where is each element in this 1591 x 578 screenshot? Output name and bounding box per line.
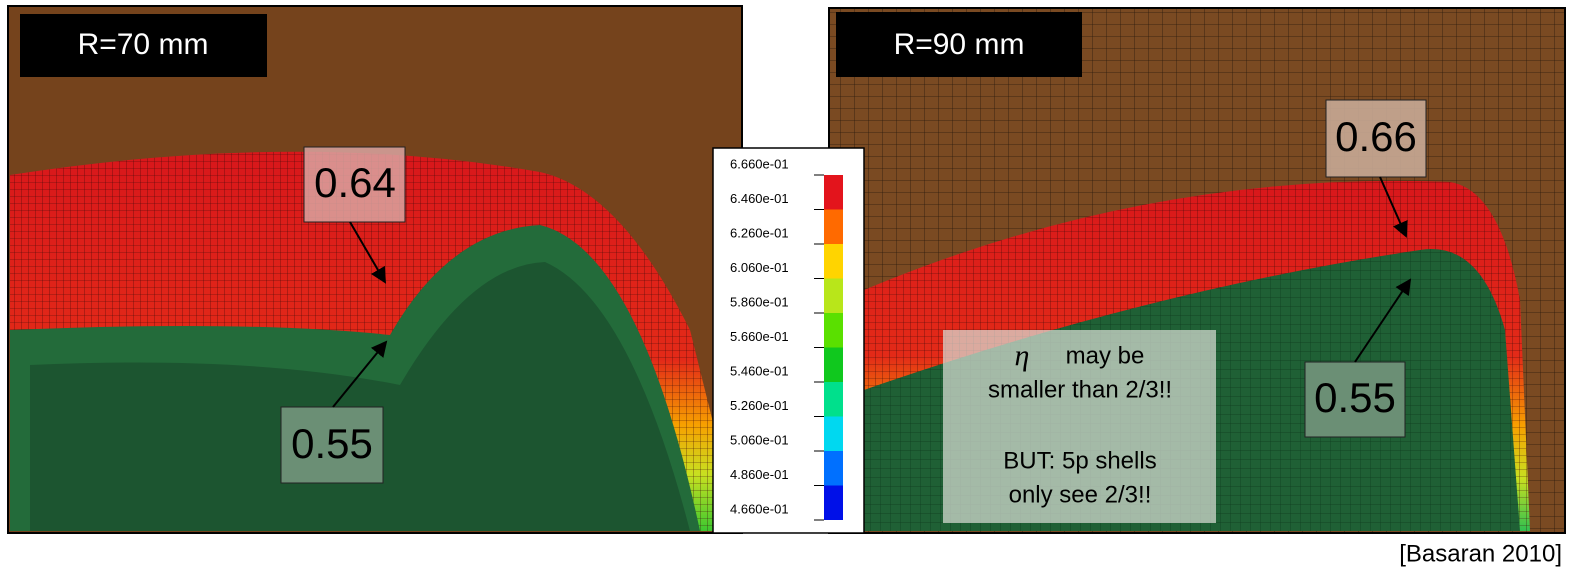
legend-swatch <box>824 417 843 452</box>
legend-label: 5.060e-01 <box>730 432 789 447</box>
legend-label: 4.860e-01 <box>730 467 789 482</box>
legend-swatch <box>824 486 843 521</box>
legend-label: 5.260e-01 <box>730 398 789 413</box>
legend-swatch <box>824 244 843 279</box>
legend-swatch <box>824 451 843 486</box>
panel-label: R=90 mm <box>894 28 1025 61</box>
legend-label: 6.660e-01 <box>730 156 789 171</box>
legend: 6.660e-01 6.460e-01 6.260e-01 6.060e-01 5.86… <box>713 148 864 533</box>
legend-label: 6.060e-01 <box>730 260 789 275</box>
legend-swatch <box>824 313 843 348</box>
legend-label: 5.660e-01 <box>730 329 789 344</box>
legend-swatch <box>824 348 843 383</box>
legend-swatch <box>824 210 843 245</box>
legend-swatch <box>824 382 843 417</box>
value-label: 0.66 <box>1335 113 1417 160</box>
legend-swatch <box>824 175 843 210</box>
note-text: smaller than 2/3!! <box>988 376 1172 403</box>
note-symbol: η <box>1015 339 1030 372</box>
value-label: 0.64 <box>314 159 396 206</box>
value-label: 0.55 <box>291 420 373 467</box>
right-panel: R=90 mm 0.66 0.55 η may be smaller than … <box>829 8 1565 533</box>
legend-label: 4.660e-01 <box>730 501 789 516</box>
note-text: may be <box>1066 342 1145 369</box>
left-panel: R=70 mm 0.64 0.55 <box>8 6 742 533</box>
figure: R=70 mm 0.64 0.55 R=90 mm 0.66 0.55 η ma… <box>0 0 1591 578</box>
legend-label: 6.460e-01 <box>730 191 789 206</box>
legend-label: 6.260e-01 <box>730 225 789 240</box>
legend-label: 5.460e-01 <box>730 363 789 378</box>
legend-label: 5.860e-01 <box>730 294 789 309</box>
note-text: BUT: 5p shells <box>1003 447 1156 474</box>
citation: [Basaran 2010] <box>1399 540 1562 567</box>
note-text: only see 2/3!! <box>1009 481 1152 508</box>
legend-swatch <box>824 279 843 314</box>
panel-label: R=70 mm <box>78 28 209 61</box>
value-label: 0.55 <box>1314 374 1396 421</box>
